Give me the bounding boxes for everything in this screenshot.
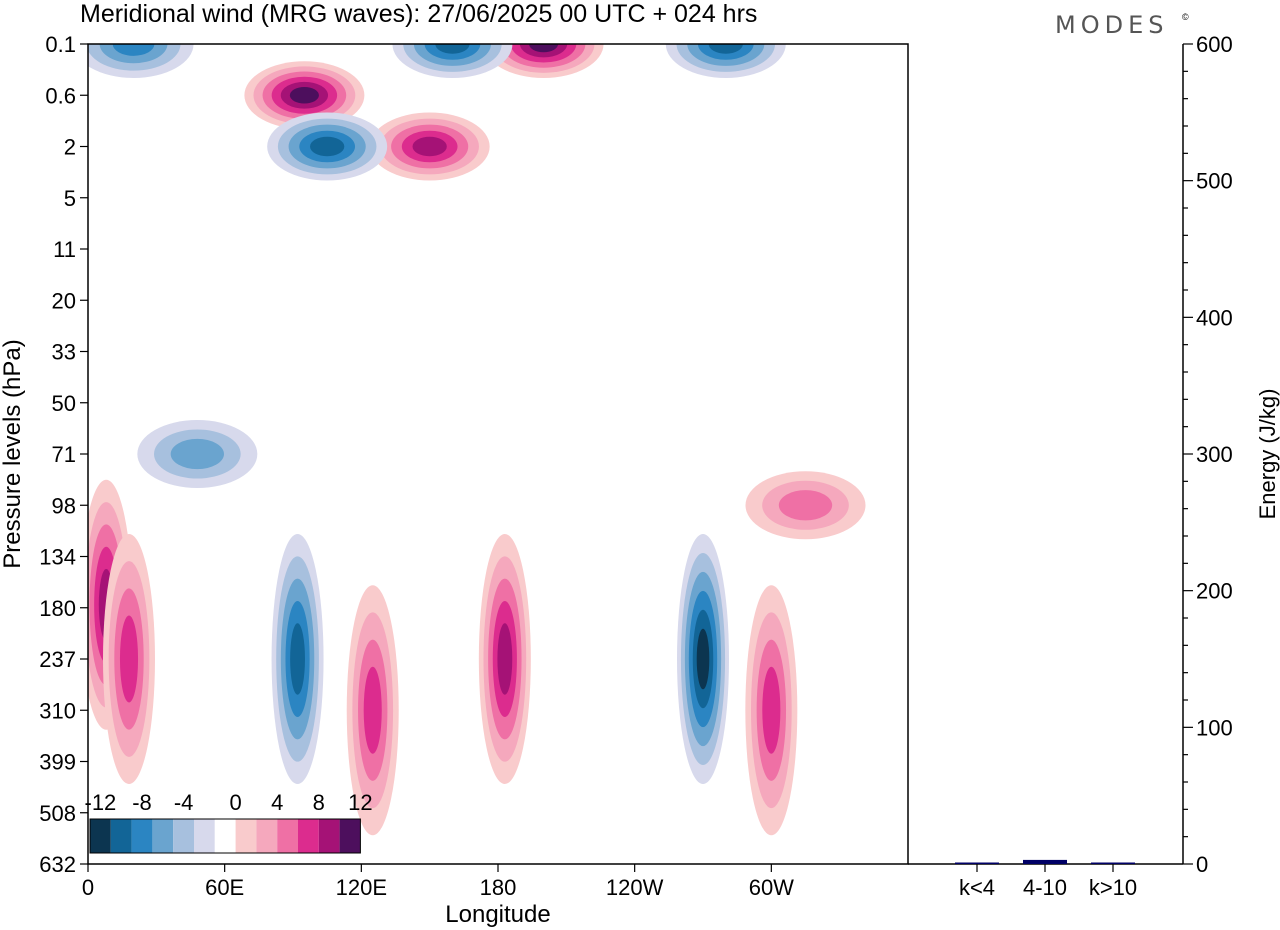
pressure-tick-label: 5: [64, 186, 76, 211]
colorbar-swatch: [173, 819, 194, 853]
wave-feature-14: [665, 44, 786, 78]
energy-tick-label: 600: [1196, 32, 1233, 57]
pressure-tick-label: 33: [52, 340, 76, 365]
wave-feature-9: [369, 112, 490, 181]
energy-category-label: 4-10: [1023, 875, 1067, 900]
colorbar-label: 0: [229, 790, 241, 815]
colorbar-swatch: [194, 819, 215, 853]
energy-bar: [1091, 862, 1135, 864]
x-axis-label: Longitude: [445, 901, 550, 928]
wave-feature-10: [244, 61, 365, 130]
colorbar-swatch: [318, 819, 340, 853]
pressure-tick-label: 399: [39, 750, 76, 775]
wave-feature-1: [103, 534, 155, 784]
pressure-tick-label: 50: [52, 391, 76, 416]
colorbar-swatch: [110, 819, 132, 853]
longitude-tick-label: 0: [82, 875, 94, 900]
energy-tick-label: 500: [1196, 169, 1233, 194]
contour-band: [696, 628, 710, 690]
wave-feature-4: [478, 534, 531, 784]
contour-field: [88, 44, 866, 836]
pressure-tick-label: 98: [52, 493, 76, 518]
pressure-tick-label: 2: [64, 135, 76, 160]
colorbar-swatch: [235, 819, 257, 853]
wave-feature-8: [137, 420, 258, 488]
pressure-tick-label: 180: [39, 596, 76, 621]
pressure-tick-label: 237: [39, 647, 76, 672]
wave-feature-5: [677, 534, 729, 784]
pressure-tick-label: 632: [39, 852, 76, 877]
longitude-tick-label: 60W: [749, 875, 794, 900]
energy-bar: [955, 862, 999, 864]
contour-band: [119, 615, 139, 703]
wave-feature-12: [392, 44, 513, 78]
colorbar-label: -4: [174, 790, 194, 815]
wave-feature-13: [267, 112, 388, 181]
contour-band: [529, 44, 559, 53]
energy-axis-label: Energy (J/kg): [1255, 389, 1280, 520]
longitude-tick-label: 120W: [606, 875, 664, 900]
pressure-tick-label: 71: [52, 442, 76, 467]
colorbar-label: -8: [132, 790, 152, 815]
wave-feature-7: [745, 471, 866, 540]
pressure-tick-label: 20: [52, 288, 76, 313]
contour-band: [290, 623, 305, 695]
energy-panel: 0 100 200 300 400 500 600 k<4 4-10 k>10: [908, 32, 1233, 900]
energy-category-label: k>10: [1089, 875, 1137, 900]
colorbar-label: 12: [348, 790, 372, 815]
contour-band: [412, 136, 447, 157]
contour-band: [112, 44, 155, 56]
energy-tick-label: 0: [1196, 852, 1208, 877]
longitude-axis: 0 60E 120E 180 120W 60W: [82, 864, 794, 900]
contour-band: [170, 438, 224, 470]
pressure-tick-label: 11: [53, 237, 76, 262]
contour-band: [778, 490, 833, 521]
colorbar-swatch: [339, 819, 361, 853]
logo-mark: ©: [1182, 12, 1189, 22]
colorbar-swatch: [214, 819, 236, 853]
longitude-tick-label: 180: [480, 875, 517, 900]
colorbar-swatch: [152, 819, 174, 853]
wave-feature-3: [346, 585, 399, 836]
longitude-tick-label: 120E: [336, 875, 387, 900]
contour-band: [762, 666, 781, 754]
wave-feature-2: [271, 534, 324, 784]
colorbar-swatch: [298, 819, 319, 853]
pressure-axis: 0.1 0.6 2 5 11 20 33 50 71 98 134 180 237 310 399 508 63…: [39, 32, 88, 877]
contour-band: [435, 44, 470, 54]
longitude-tick-label: 60E: [205, 875, 244, 900]
wave-feature-15: [88, 44, 194, 78]
colorbar-swatch: [256, 819, 278, 853]
y-axis-label: Pressure levels (hPa): [0, 339, 26, 568]
colorbar-label: 8: [313, 790, 325, 815]
colorbar-frame: [89, 818, 361, 854]
wave-feature-11: [483, 44, 604, 78]
pressure-tick-label: 310: [39, 698, 76, 723]
energy-bar: [1023, 859, 1067, 864]
contour-band: [289, 87, 319, 104]
wave-feature-6: [745, 585, 798, 836]
energy-tick-label: 100: [1196, 715, 1233, 740]
colorbar: -12 -8 -4 0 4 8 12: [85, 790, 373, 854]
contour-band: [497, 623, 513, 695]
pressure-tick-label: 0.6: [45, 83, 76, 108]
contour-band: [310, 136, 345, 157]
colorbar-swatch: [90, 819, 111, 853]
energy-tick-label: 200: [1196, 579, 1233, 604]
colorbar-swatch: [277, 819, 298, 853]
energy-tick-label: 400: [1196, 305, 1233, 330]
energy-tick-label: 300: [1196, 442, 1233, 467]
colorbar-label: -12: [85, 790, 117, 815]
colorbar-swatch: [131, 819, 153, 853]
pressure-tick-label: 0.1: [45, 32, 76, 57]
contour-band: [708, 44, 743, 54]
pressure-tick-label: 508: [39, 801, 76, 826]
colorbar-label: 4: [271, 790, 283, 815]
modes-logo: MODES: [1055, 11, 1168, 39]
chart-title: Meridional wind (MRG waves): 27/06/2025 …: [80, 0, 757, 28]
pressure-tick-label: 134: [39, 545, 76, 570]
energy-category-label: k<4: [959, 875, 995, 900]
contour-band: [363, 666, 382, 754]
